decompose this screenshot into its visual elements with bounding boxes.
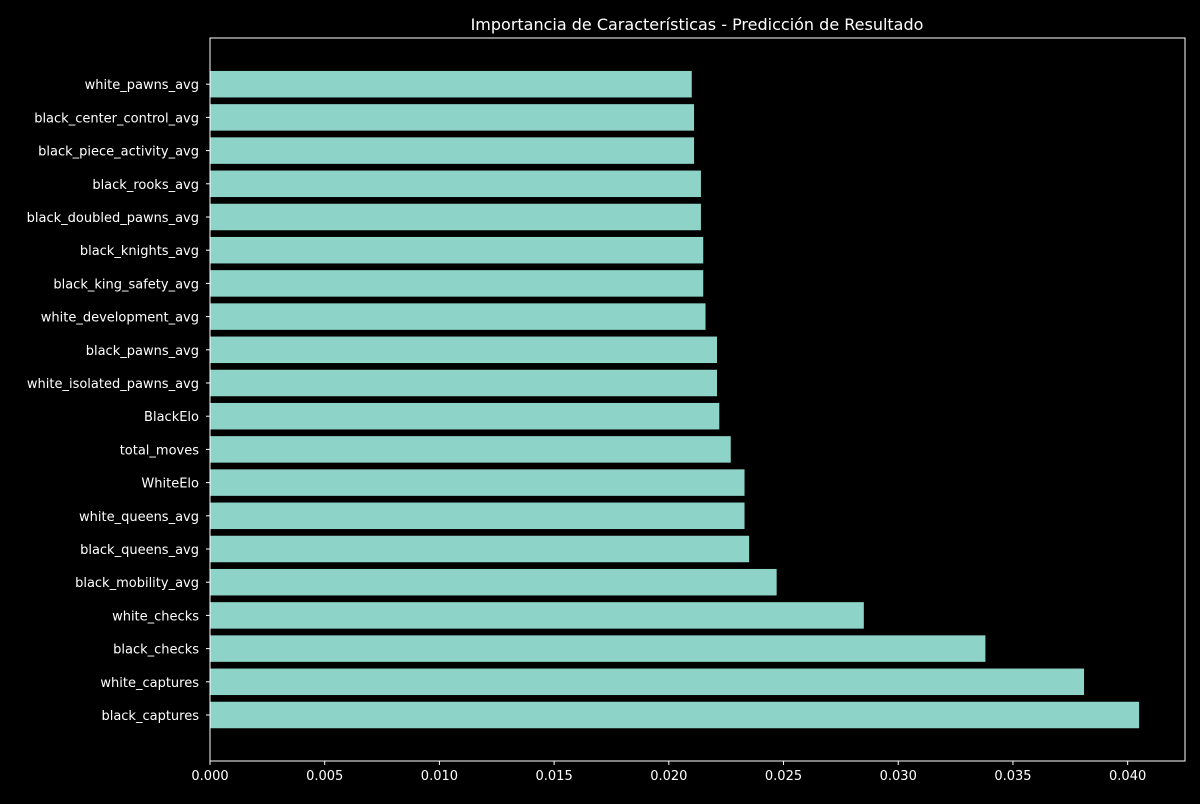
y-tick-label: black_king_safety_avg bbox=[53, 277, 199, 292]
bar-black_center_control_avg bbox=[210, 104, 695, 131]
y-tick-label: black_mobility_avg bbox=[75, 576, 199, 591]
y-tick-label: white_checks bbox=[112, 609, 199, 624]
bar-white_development_avg bbox=[210, 303, 706, 330]
x-tick-labels: 0.000 0.005 0.010 0.015 0.020 0.025 0.030 0.035… bbox=[191, 761, 1146, 784]
x-tick-label: 0.005 bbox=[306, 769, 343, 784]
y-tick-label: white_queens_avg bbox=[79, 510, 199, 525]
bar-black_captures bbox=[210, 701, 1140, 729]
bar-black_queens_avg bbox=[210, 535, 750, 563]
bar-white_pawns_avg bbox=[210, 70, 692, 98]
y-tick-labels: black_captures white_captures black_checks… bbox=[27, 78, 210, 724]
bar-white_checks bbox=[210, 602, 864, 629]
x-tick-label: 0.000 bbox=[191, 769, 228, 784]
bar-black_knights_avg bbox=[210, 236, 704, 264]
y-tick-label: white_pawns_avg bbox=[85, 78, 199, 93]
y-tick-label: black_captures bbox=[101, 709, 199, 724]
bar-WhiteElo bbox=[210, 469, 745, 496]
y-tick-label: BlackElo bbox=[144, 410, 199, 425]
bar-black_doubled_pawns_avg bbox=[210, 203, 701, 231]
y-tick-label: white_isolated_pawns_avg bbox=[27, 377, 199, 392]
y-tick-label: black_checks bbox=[113, 643, 199, 658]
bar-black_piece_activity_avg bbox=[210, 137, 695, 164]
axes-frame bbox=[209, 37, 1186, 762]
bar-total_moves bbox=[210, 436, 731, 463]
y-tick-label: black_center_control_avg bbox=[34, 111, 199, 126]
bar-white_captures bbox=[210, 668, 1085, 696]
bar-white_queens_avg bbox=[210, 502, 745, 530]
y-tick-label: black_piece_activity_avg bbox=[38, 145, 199, 160]
bar-white_isolated_pawns_avg bbox=[210, 369, 717, 397]
x-tick-label: 0.025 bbox=[765, 769, 802, 784]
y-tick-label: white_development_avg bbox=[41, 311, 199, 326]
bar-black_checks bbox=[210, 635, 986, 662]
y-tick-label: black_doubled_pawns_avg bbox=[27, 211, 199, 226]
chart-title: Importancia de Características - Predicc… bbox=[471, 15, 924, 34]
y-tick-label: black_rooks_avg bbox=[92, 178, 199, 193]
bar-black_king_safety_avg bbox=[210, 270, 704, 297]
bar-black_pawns_avg bbox=[210, 336, 717, 364]
x-tick-label: 0.010 bbox=[421, 769, 458, 784]
bar-BlackElo bbox=[210, 402, 720, 430]
x-tick-label: 0.020 bbox=[650, 769, 687, 784]
y-tick-label: white_captures bbox=[100, 676, 199, 691]
y-tick-label: black_knights_avg bbox=[80, 244, 199, 259]
x-tick-label: 0.040 bbox=[1109, 769, 1146, 784]
bar-black_rooks_avg bbox=[210, 170, 701, 198]
x-tick-label: 0.015 bbox=[536, 769, 573, 784]
x-tick-label: 0.030 bbox=[880, 769, 917, 784]
y-tick-label: black_queens_avg bbox=[80, 543, 199, 558]
y-tick-label: total_moves bbox=[120, 443, 200, 458]
bar-black_mobility_avg bbox=[210, 568, 777, 596]
y-tick-label: WhiteElo bbox=[141, 477, 199, 492]
x-tick-label: 0.035 bbox=[994, 769, 1031, 784]
y-tick-label: black_pawns_avg bbox=[86, 344, 199, 359]
bars-layer bbox=[210, 70, 1140, 729]
